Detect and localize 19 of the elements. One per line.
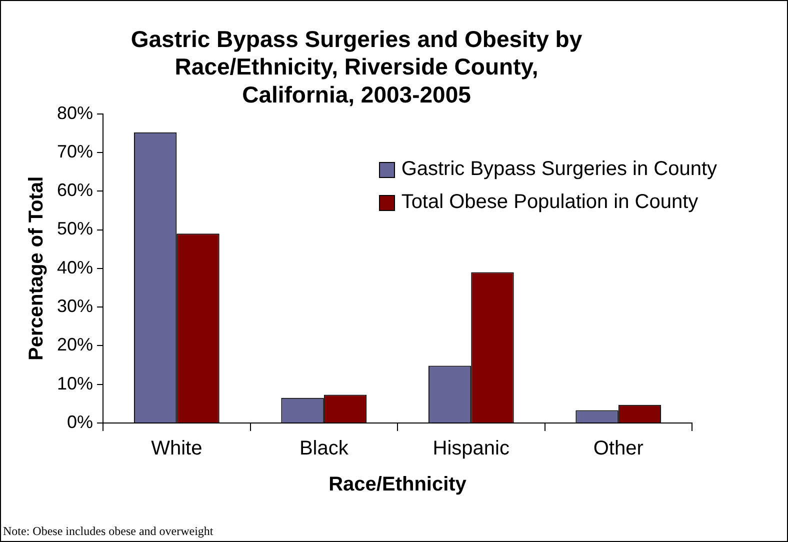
legend-label: Gastric Bypass Surgeries in County	[401, 158, 717, 181]
x-tick-label: White	[151, 438, 202, 460]
x-tick-label: Black	[299, 438, 350, 460]
y-tick-label: 50%	[56, 218, 94, 239]
chart-title: Gastric Bypass Surgeries and Obesity by Race/Ethnicity, Riverside County, California, 2003-2005	[130, 26, 582, 108]
x-axis-title: Race/Ethnicity	[328, 474, 468, 496]
legend-label: Total Obese Population in County	[401, 191, 698, 214]
x-tick-label: Hispanic	[432, 438, 510, 460]
text: Note: Obese includes obese and overweight	[3, 524, 214, 539]
x-tick-label: Other	[593, 438, 644, 460]
y-tick-label: 30%	[56, 296, 94, 316]
y-tick-label: 70%	[56, 141, 94, 162]
y-tick-label: 20%	[56, 334, 94, 355]
y-axis-title: Percentage of Total	[26, 176, 48, 360]
y-tick-label: 10%	[56, 373, 94, 394]
y-tick-label: 40%	[56, 257, 94, 278]
y-tick-label: 60%	[56, 180, 94, 200]
y-tick-label: 0%	[67, 412, 94, 432]
y-tick-label: 80%	[56, 102, 94, 123]
